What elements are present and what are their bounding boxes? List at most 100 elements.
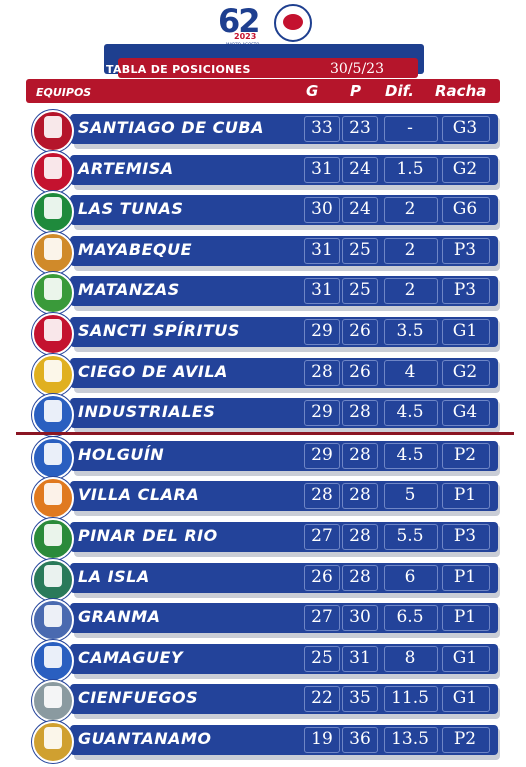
team-name: SANCTI SPÍRITUS	[78, 321, 240, 340]
header-g: G	[306, 82, 319, 100]
team-name: PINAR DEL RIO	[78, 526, 218, 545]
table-row: INDUSTRIALES 29 28 4.5 G4	[22, 394, 504, 440]
team-name: SANTIAGO DE CUBA	[78, 118, 264, 137]
team-band	[70, 440, 498, 471]
team-wins: 28	[311, 361, 333, 382]
team-wins: 25	[311, 647, 333, 668]
team-band	[70, 235, 498, 266]
team-band	[70, 195, 498, 226]
header-p: P	[350, 82, 361, 100]
team-band	[70, 398, 498, 429]
table-header	[26, 79, 500, 103]
team-band	[70, 684, 498, 715]
team-wins: 19	[311, 729, 333, 749]
team-losses: 23	[349, 118, 371, 138]
la-isla-logo-icon	[32, 558, 74, 601]
team-band	[70, 357, 498, 388]
header-team: EQUIPOS	[36, 86, 92, 99]
team-band	[70, 276, 498, 307]
team-losses: 36	[349, 729, 371, 749]
team-games-behind: 6.5	[396, 607, 424, 628]
table-row: CIENFUEGOS 22 35 11.5 G1	[22, 680, 504, 726]
team-streak: G1	[452, 688, 478, 709]
las-tunas-logo-icon	[32, 191, 74, 234]
team-losses: 26	[349, 321, 371, 341]
team-wins: 31	[311, 280, 333, 301]
table-row: MAYABEQUE 31 25 2 P3	[22, 231, 504, 278]
team-games-behind: 5.5	[396, 526, 424, 546]
team-wins: 30	[311, 199, 333, 220]
team-wins: 22	[311, 688, 333, 709]
team-streak: P3	[453, 526, 477, 546]
sancti-spiritus-logo-icon	[32, 313, 74, 355]
villa-clara-logo-icon	[32, 477, 74, 520]
team-streak: G6	[452, 199, 478, 220]
team-name: MAYABEQUE	[78, 239, 193, 259]
team-wins: 27	[311, 526, 333, 546]
team-band	[70, 725, 498, 755]
team-name: ARTEMISA	[78, 158, 174, 178]
team-streak: G1	[452, 321, 478, 341]
team-band	[70, 317, 498, 347]
team-wins: 29	[311, 444, 333, 465]
team-band	[70, 481, 498, 512]
team-wins: 28	[311, 485, 333, 506]
team-losses: 24	[349, 199, 371, 220]
team-streak: P3	[453, 239, 477, 260]
team-name: GUANTANAMO	[78, 729, 212, 748]
team-streak: P3	[453, 280, 477, 301]
team-streak: P2	[453, 729, 477, 749]
team-games-behind: 4	[404, 361, 416, 382]
team-band	[70, 603, 498, 634]
table-row: PINAR DEL RIO 27 28 5.5 P3	[22, 518, 504, 564]
team-streak: P1	[453, 485, 477, 506]
team-losses: 25	[349, 280, 371, 301]
pinar-del-rio-logo-icon	[32, 518, 74, 560]
team-losses: 30	[349, 607, 371, 628]
team-wins: 27	[311, 607, 333, 628]
camaguey-logo-icon	[32, 639, 74, 682]
team-streak: G3	[452, 118, 478, 138]
granma-logo-icon	[32, 599, 74, 642]
team-losses: 24	[349, 158, 371, 179]
header-racha: Racha	[435, 82, 487, 100]
table-row: LAS TUNAS 30 24 2 G6	[22, 191, 504, 237]
team-losses: 28	[349, 402, 371, 423]
team-games-behind: 4.5	[396, 402, 424, 423]
team-name: VILLA CLARA	[78, 485, 200, 505]
ciego-de-avila-logo-icon	[32, 353, 74, 396]
team-wins: 26	[311, 566, 333, 587]
team-losses: 28	[349, 444, 371, 465]
team-losses: 25	[349, 239, 371, 260]
team-streak: G2	[452, 158, 478, 179]
artemisa-logo-icon	[32, 150, 74, 193]
table-row: HOLGUÍN 29 28 4.5 P2	[22, 436, 504, 483]
team-band	[70, 643, 498, 674]
team-wins: 33	[311, 118, 333, 138]
team-name: CIEGO DE AVILA	[78, 361, 228, 381]
table-row: SANTIAGO DE CUBA 33 23 - G3	[22, 110, 504, 156]
table-row: GRANMA 27 30 6.5 P1	[22, 599, 504, 645]
matanzas-logo-icon	[32, 272, 74, 315]
team-wins: 29	[311, 321, 333, 341]
title-bar	[104, 44, 424, 78]
team-name: LA ISLA	[78, 566, 150, 586]
table-row: CAMAGUEY 25 31 8 G1	[22, 639, 504, 686]
team-streak: P1	[453, 566, 477, 587]
team-games-behind: 11.5	[391, 688, 429, 709]
standings-date: 30/5/23	[330, 61, 384, 77]
team-games-behind: 4.5	[396, 444, 424, 465]
table-row: VILLA CLARA 28 28 5 P1	[22, 477, 504, 523]
mayabeque-logo-icon	[32, 231, 74, 274]
team-wins: 31	[311, 158, 333, 179]
team-losses: 31	[349, 647, 371, 668]
industriales-logo-icon	[32, 394, 74, 437]
team-games-behind: -	[407, 118, 413, 138]
team-name: CIENFUEGOS	[78, 688, 199, 708]
table-row: CIEGO DE AVILA 28 26 4 G2	[22, 353, 504, 400]
team-band	[70, 562, 498, 593]
logo-number: 62	[218, 2, 261, 40]
team-games-behind: 8	[404, 647, 416, 668]
team-name: GRANMA	[78, 607, 161, 627]
page-title: TABLA DE POSICIONES	[106, 63, 251, 76]
